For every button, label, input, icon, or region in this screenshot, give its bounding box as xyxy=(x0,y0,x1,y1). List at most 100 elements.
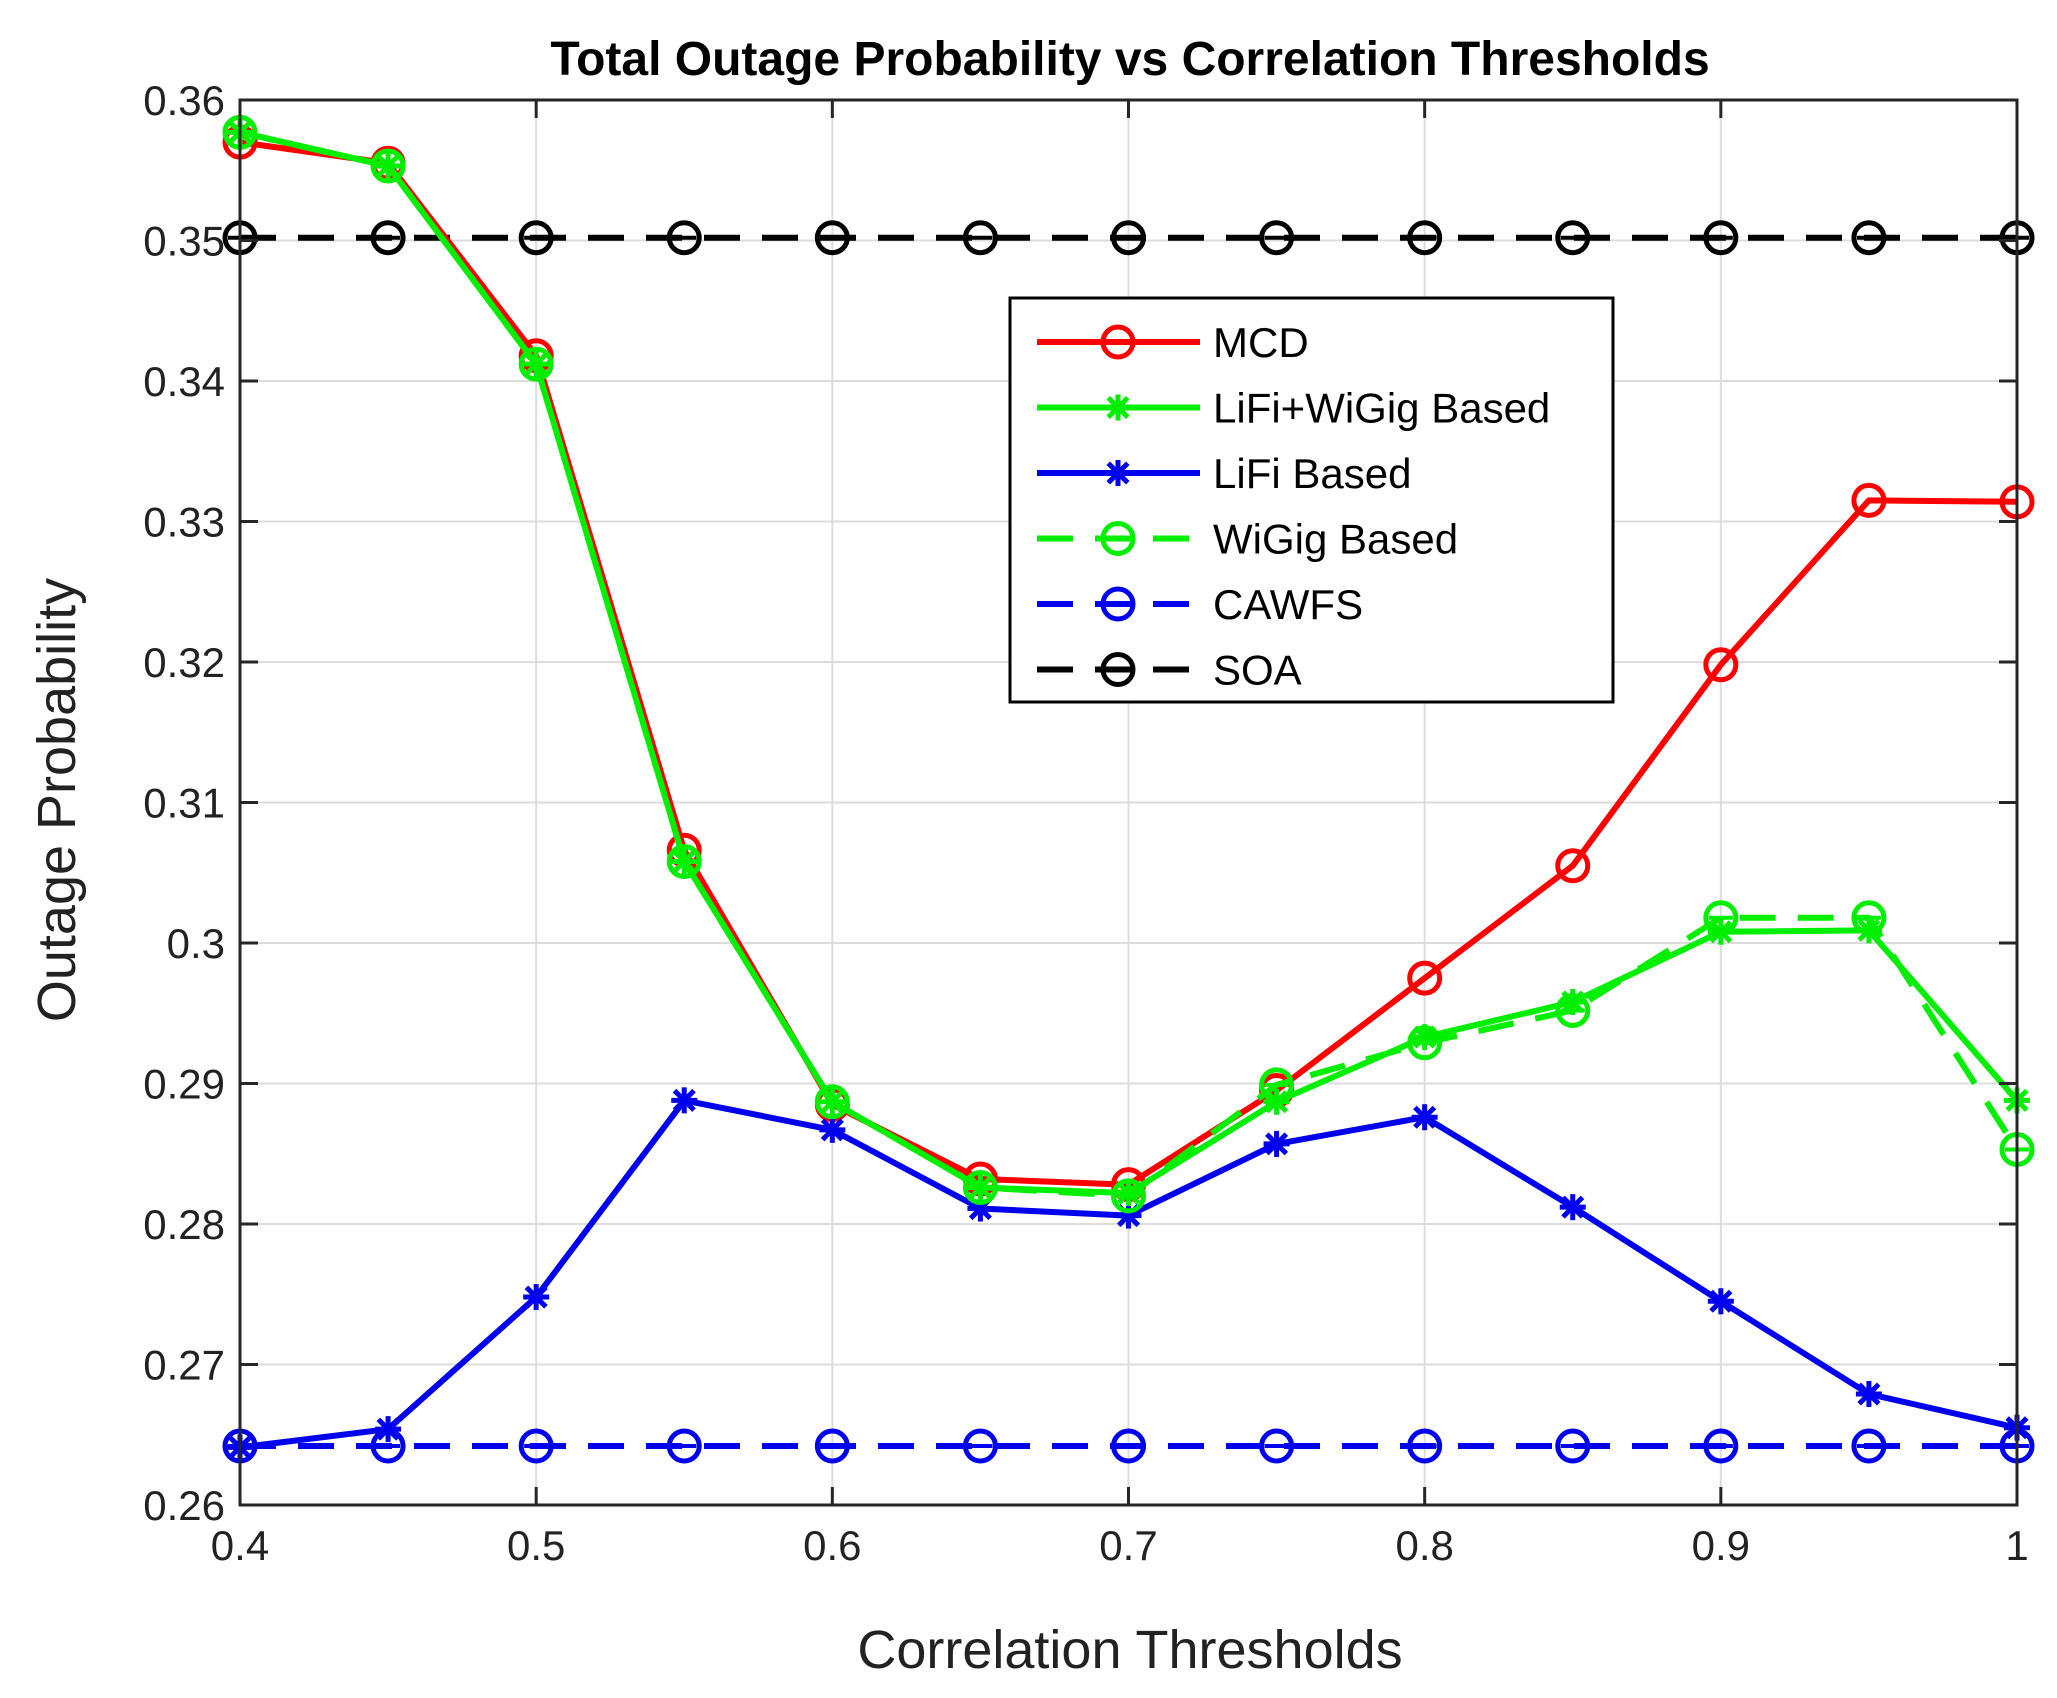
chart-title: Total Outage Probability vs Correlation … xyxy=(550,33,1709,86)
data-point-soa xyxy=(1851,220,1887,256)
data-point-lifi-based xyxy=(523,1284,550,1311)
star-stroke xyxy=(524,352,548,376)
y-tick-label: 0.33 xyxy=(143,499,225,546)
star-stroke xyxy=(1265,1132,1289,1156)
data-point-soa xyxy=(962,220,998,256)
legend-marker-lifi-wigig-based xyxy=(1105,394,1131,421)
data-point-soa xyxy=(1703,220,1739,256)
star-stroke xyxy=(1413,1025,1437,1049)
legend: MCD LiFi+WiGig Based LiFi Based WiGig Based… xyxy=(1008,296,1615,704)
series-lifi-wigig-based xyxy=(227,119,2030,1207)
marker-ring xyxy=(814,1428,850,1464)
data-point-soa xyxy=(1111,220,1146,256)
star-stroke xyxy=(524,1285,548,1309)
star-stroke xyxy=(1857,918,1881,942)
legend-item-soa: SOA xyxy=(1037,647,1302,694)
y-axis-label: Outage Probability xyxy=(27,578,87,1022)
data-point-lifi-based xyxy=(1559,1194,1586,1221)
legend-marker-mcd xyxy=(1100,324,1136,360)
data-point-mcd xyxy=(1703,647,1739,683)
data-point-mcd xyxy=(1407,960,1443,996)
marker-ring xyxy=(1111,1428,1146,1464)
marker-ring xyxy=(1703,220,1739,256)
legend-box xyxy=(1008,296,1615,704)
marker-ring xyxy=(1555,220,1591,256)
marker-ring xyxy=(518,220,554,256)
legend-label-mcd: MCD xyxy=(1213,319,1309,366)
marker-ring xyxy=(1407,1428,1443,1464)
legend-marker-cawfs xyxy=(1100,586,1136,622)
x-tick-label: 0.9 xyxy=(1692,1522,1750,1569)
marker-ring xyxy=(666,220,702,256)
y-tick-label: 0.29 xyxy=(143,1061,225,1108)
x-tick-label: 1 xyxy=(2005,1522,2028,1569)
y-tick-label: 0.31 xyxy=(143,780,225,827)
data-point-lifi-wigig-based xyxy=(1559,989,1586,1016)
y-tick-label: 0.35 xyxy=(143,218,225,265)
data-point-lifi-wigig-based xyxy=(1411,1024,1438,1051)
data-point-cawfs xyxy=(962,1428,998,1464)
star-stroke xyxy=(1116,1181,1141,1205)
data-point-soa xyxy=(814,220,850,256)
data-point-cawfs xyxy=(1407,1428,1443,1464)
y-tick-label: 0.32 xyxy=(143,639,225,686)
series-cawfs xyxy=(222,1428,2035,1464)
data-point-soa xyxy=(370,220,406,256)
star-stroke xyxy=(1106,395,1130,420)
data-point-lifi-wigig-based xyxy=(819,1088,846,1115)
data-point-lifi-wigig-based xyxy=(1855,917,1882,944)
data-point-soa xyxy=(1407,220,1443,256)
data-point-cawfs xyxy=(518,1428,554,1464)
legend-label-soa: SOA xyxy=(1213,647,1302,694)
star-stroke xyxy=(1413,1105,1437,1129)
legend-item-lifi-based: LiFi Based xyxy=(1037,450,1411,497)
data-point-cawfs xyxy=(1259,1428,1295,1464)
data-point-soa xyxy=(518,220,554,256)
marker-ring xyxy=(666,1428,702,1464)
legend-marker-soa xyxy=(1100,652,1136,687)
marker-ring xyxy=(1259,220,1295,256)
axis-ticks: 0.4 0.5 0.6 0.7 0.8 0.9 1 0.26 0.27 0.28 0.29 0.3 0.… xyxy=(143,77,2028,1569)
data-point-cawfs xyxy=(1703,1428,1739,1464)
data-point-lifi-based xyxy=(819,1116,846,1143)
x-tick-label: 0.4 xyxy=(211,1522,269,1569)
data-point-lifi-based xyxy=(1855,1381,1882,1408)
data-point-mcd xyxy=(1851,482,1887,518)
legend-item-wigig-based: WiGig Based xyxy=(1037,516,1458,563)
data-point-cawfs xyxy=(1851,1428,1887,1464)
marker-ring xyxy=(370,220,406,256)
legend-label-lifi-based: LiFi Based xyxy=(1213,450,1411,497)
star-stroke xyxy=(1561,990,1585,1014)
marker-ring xyxy=(666,844,702,880)
star-stroke xyxy=(672,1088,696,1112)
marker-ring xyxy=(1703,1428,1739,1464)
marker-ring xyxy=(370,148,406,184)
marker-ring xyxy=(518,346,554,382)
star-stroke xyxy=(1709,1289,1733,1313)
data-point-mcd xyxy=(1555,848,1591,884)
data-point-cawfs xyxy=(814,1428,850,1464)
data-point-lifi-wigig-based xyxy=(967,1174,994,1201)
data-point-lifi-wigig-based xyxy=(523,351,550,378)
marker-ring xyxy=(518,1428,554,1464)
data-point-lifi-based xyxy=(1411,1104,1438,1131)
star-stroke xyxy=(1709,920,1733,944)
star-stroke xyxy=(672,849,696,874)
data-point-soa xyxy=(1259,220,1295,256)
marker-ring xyxy=(1100,586,1136,622)
data-point-lifi-based xyxy=(1707,1288,1734,1315)
data-point-soa xyxy=(1555,220,1591,256)
series-lifi-based xyxy=(227,1087,2030,1461)
data-point-cawfs xyxy=(1555,1428,1591,1464)
star-stroke xyxy=(376,1417,400,1441)
legend-label-cawfs: CAWFS xyxy=(1213,581,1363,628)
marker-ring xyxy=(962,220,998,256)
x-tick-label: 0.6 xyxy=(803,1522,861,1569)
marker-ring xyxy=(1407,220,1443,256)
marker-ring xyxy=(814,220,850,256)
marker-ring xyxy=(1100,521,1136,556)
star-stroke xyxy=(1265,1090,1289,1114)
legend-item-mcd: MCD xyxy=(1037,319,1309,366)
data-point-cawfs xyxy=(666,1428,702,1464)
